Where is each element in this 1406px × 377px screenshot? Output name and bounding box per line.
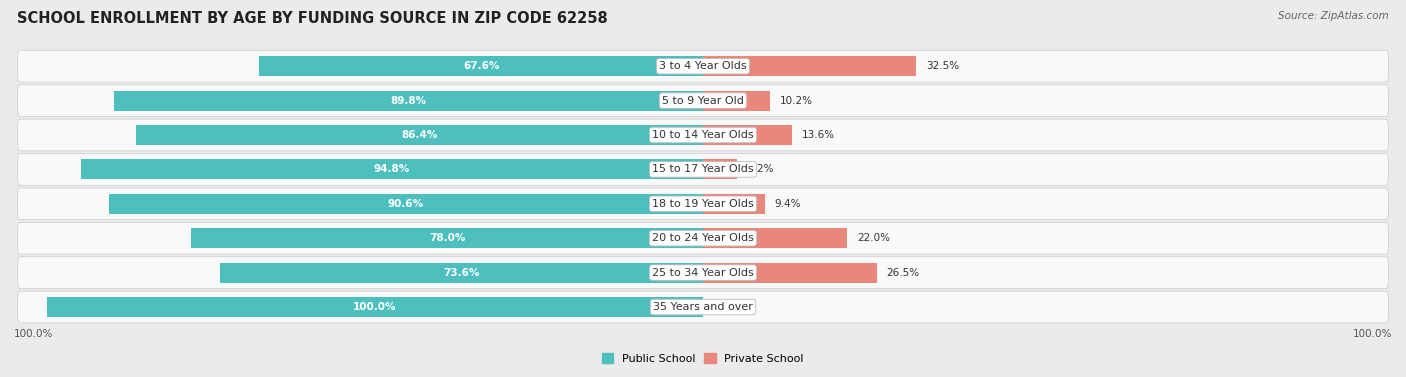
Text: 15 to 17 Year Olds: 15 to 17 Year Olds xyxy=(652,164,754,175)
Text: 100.0%: 100.0% xyxy=(14,329,53,339)
Text: 35 Years and over: 35 Years and over xyxy=(652,302,754,312)
FancyBboxPatch shape xyxy=(17,51,1389,82)
Bar xyxy=(703,125,792,145)
Text: SCHOOL ENROLLMENT BY AGE BY FUNDING SOURCE IN ZIP CODE 62258: SCHOOL ENROLLMENT BY AGE BY FUNDING SOUR… xyxy=(17,11,607,26)
Bar xyxy=(136,125,703,145)
Bar xyxy=(114,90,703,110)
Bar xyxy=(703,194,765,214)
Bar xyxy=(703,228,848,248)
Text: 10 to 14 Year Olds: 10 to 14 Year Olds xyxy=(652,130,754,140)
Bar xyxy=(703,56,917,76)
Text: 89.8%: 89.8% xyxy=(391,96,426,106)
Text: 5 to 9 Year Old: 5 to 9 Year Old xyxy=(662,96,744,106)
Text: 86.4%: 86.4% xyxy=(401,130,437,140)
Text: 20 to 24 Year Olds: 20 to 24 Year Olds xyxy=(652,233,754,243)
Text: 22.0%: 22.0% xyxy=(858,233,890,243)
Bar xyxy=(191,228,703,248)
Bar xyxy=(703,263,877,283)
Text: 18 to 19 Year Olds: 18 to 19 Year Olds xyxy=(652,199,754,209)
FancyBboxPatch shape xyxy=(17,188,1389,220)
Text: Source: ZipAtlas.com: Source: ZipAtlas.com xyxy=(1278,11,1389,21)
Text: 78.0%: 78.0% xyxy=(429,233,465,243)
FancyBboxPatch shape xyxy=(17,257,1389,288)
Text: 5.2%: 5.2% xyxy=(747,164,773,175)
Text: 73.6%: 73.6% xyxy=(443,268,479,277)
Text: 0.0%: 0.0% xyxy=(713,302,740,312)
Text: 67.6%: 67.6% xyxy=(463,61,499,71)
Text: 100.0%: 100.0% xyxy=(353,302,396,312)
Text: 26.5%: 26.5% xyxy=(887,268,920,277)
Text: 10.2%: 10.2% xyxy=(780,96,813,106)
Bar xyxy=(82,159,703,179)
Text: 25 to 34 Year Olds: 25 to 34 Year Olds xyxy=(652,268,754,277)
Text: 90.6%: 90.6% xyxy=(388,199,423,209)
Text: 13.6%: 13.6% xyxy=(801,130,835,140)
Bar xyxy=(703,159,737,179)
Text: 9.4%: 9.4% xyxy=(775,199,801,209)
Text: 3 to 4 Year Olds: 3 to 4 Year Olds xyxy=(659,61,747,71)
Text: 100.0%: 100.0% xyxy=(1353,329,1392,339)
FancyBboxPatch shape xyxy=(17,291,1389,323)
Bar xyxy=(46,297,703,317)
Bar xyxy=(260,56,703,76)
FancyBboxPatch shape xyxy=(17,222,1389,254)
FancyBboxPatch shape xyxy=(17,119,1389,151)
Bar xyxy=(703,90,770,110)
Legend: Public School, Private School: Public School, Private School xyxy=(598,349,808,368)
FancyBboxPatch shape xyxy=(17,85,1389,116)
Bar xyxy=(221,263,703,283)
Text: 32.5%: 32.5% xyxy=(927,61,959,71)
Bar xyxy=(108,194,703,214)
Text: 94.8%: 94.8% xyxy=(374,164,411,175)
FancyBboxPatch shape xyxy=(17,153,1389,185)
